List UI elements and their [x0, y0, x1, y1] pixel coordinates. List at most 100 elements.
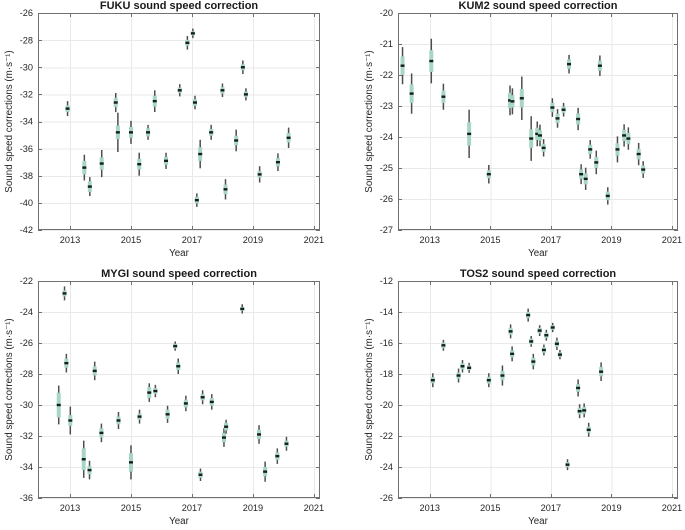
point-marker [224, 425, 229, 428]
errorbar-point [565, 459, 570, 471]
chart-title: KUM2 sound speed correction [459, 0, 618, 12]
errorbar-series [400, 38, 646, 205]
errorbar-point [500, 365, 505, 386]
y-tick-label: -24 [20, 307, 33, 317]
errorbar-point [198, 468, 203, 481]
point-marker [198, 152, 203, 156]
y-tick-label: -28 [20, 35, 33, 45]
chart-title: TOS2 sound speed correction [460, 268, 617, 280]
point-marker [544, 334, 549, 337]
gridlines [398, 281, 678, 499]
errorbar-point [286, 127, 291, 148]
point-marker [220, 89, 225, 92]
errorbar-point [128, 445, 133, 480]
point-marker [164, 159, 169, 163]
errorbar-point [508, 85, 512, 116]
x-tick-label: 2019 [243, 503, 263, 513]
errorbar-point [615, 136, 620, 163]
errorbar-point [537, 325, 542, 337]
plot-box [398, 13, 678, 230]
errorbar-point [153, 384, 158, 398]
y-tick-label: -38 [20, 171, 33, 181]
x-tick-label: 2013 [60, 235, 80, 245]
errorbar-point [137, 152, 142, 176]
point-marker [275, 454, 280, 458]
y-tick-label: -36 [20, 144, 33, 154]
y-tick-label: -22 [380, 70, 393, 80]
errorbar-point [529, 336, 534, 347]
errorbar-point [430, 373, 435, 388]
point-marker [257, 173, 262, 176]
errorbar-point [113, 93, 118, 113]
y-tick-label: -30 [20, 400, 33, 410]
y-tick-label: -25 [380, 163, 393, 173]
point-marker [209, 400, 214, 404]
tick-marks [398, 13, 678, 231]
errorbar-point [467, 109, 472, 159]
errorbar-point [87, 177, 92, 197]
point-marker [257, 433, 262, 436]
chart-canvas: 2013 2015 2017 2019 2021 -27 -26 -25 -24 -23 -22 -2… [364, 0, 682, 259]
x-tick-label: 2017 [541, 235, 561, 245]
point-marker [146, 131, 151, 134]
errorbar-point [541, 139, 546, 157]
errorbar-point [146, 124, 151, 140]
errorbar-point [409, 73, 414, 114]
y-tick-label: -26 [380, 493, 393, 503]
errorbar-point [185, 36, 190, 50]
errorbar-point [519, 76, 524, 120]
x-tick-label: 2015 [121, 235, 141, 245]
errorbar-point [429, 38, 434, 84]
point-marker [153, 389, 158, 393]
point-marker [240, 66, 245, 69]
y-tick-label: -36 [20, 493, 33, 503]
point-marker [579, 173, 584, 176]
errorbar-point [68, 406, 73, 435]
errorbar-point [641, 161, 646, 178]
point-marker [577, 410, 582, 413]
errorbar-point [220, 83, 225, 98]
point-marker [586, 428, 591, 431]
errorbar-point [582, 403, 587, 418]
point-marker [529, 137, 534, 140]
point-marker [582, 409, 587, 412]
subplot-kum2: 2013 2015 2017 2019 2021 -27 -26 -25 -24 -23 -22 -2… [342, 0, 685, 265]
point-marker [62, 292, 67, 295]
point-marker [137, 415, 142, 418]
chart-canvas: 2013 2015 2017 2019 2021 -36 -34 -32 -30 -28 -26 -2… [4, 268, 324, 527]
point-marker [460, 365, 465, 368]
point-marker [467, 132, 472, 136]
errorbar-point [275, 153, 280, 172]
errorbar-point [152, 90, 157, 113]
errorbar-point [400, 47, 405, 85]
point-marker [65, 107, 70, 110]
x-tick-label: 2021 [662, 235, 682, 245]
point-marker [550, 326, 555, 329]
point-marker [183, 402, 188, 405]
errorbar-point [221, 428, 226, 447]
errorbar-point [557, 349, 562, 360]
y-tick-label: -34 [20, 462, 33, 472]
point-marker [541, 348, 546, 352]
point-marker [441, 95, 446, 98]
point-marker [275, 160, 280, 164]
errorbar-series [430, 308, 604, 471]
point-marker [500, 374, 505, 377]
errorbar-point [193, 95, 198, 110]
point-marker [605, 194, 610, 198]
errorbar-point [577, 404, 582, 419]
y-axis-label: Sound speed corrections (m·s⁻¹) [364, 318, 375, 460]
errorbar-point [529, 116, 534, 161]
gridlines [38, 281, 320, 499]
y-tick-label: -30 [20, 62, 33, 72]
point-marker [137, 163, 142, 166]
errorbar-point [594, 150, 599, 175]
point-marker [147, 391, 152, 394]
point-marker [594, 161, 599, 164]
errorbar-point [561, 102, 566, 117]
errorbar-point [87, 460, 92, 480]
point-marker [456, 374, 461, 377]
chart-canvas: 2013 2015 2017 2019 2021 -26 -24 -22 -20 -18 -16 -1… [364, 268, 682, 527]
point-marker [64, 361, 69, 365]
